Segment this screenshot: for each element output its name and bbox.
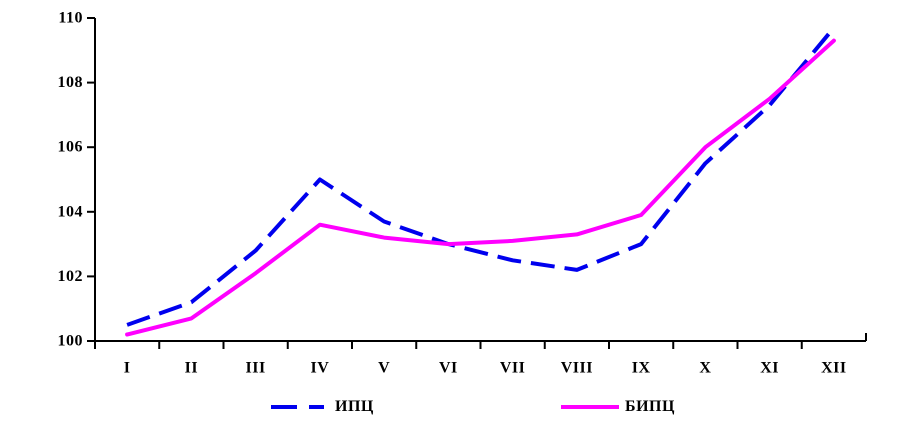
x-axis-category-label: IX <box>632 360 651 377</box>
legend-label-bipc: БИПЦ <box>625 398 675 415</box>
x-axis-category-label: V <box>378 360 390 377</box>
x-axis-category-label: XI <box>760 360 779 377</box>
x-axis-category-label: X <box>699 360 711 377</box>
y-axis-tick-label: 110 <box>58 10 83 27</box>
chart-legend: ИПЦ БИПЦ <box>0 396 919 420</box>
x-axis-category-label: VIII <box>561 360 593 377</box>
x-axis-category-label: II <box>185 360 198 377</box>
x-axis-category-label: VI <box>439 360 458 377</box>
ipc-series-line <box>126 26 836 327</box>
x-axis-category-label: IV <box>310 360 329 377</box>
x-axis-category-label: VII <box>500 360 526 377</box>
legend-label-ipc: ИПЦ <box>335 398 374 415</box>
y-axis-tick-label: 108 <box>58 74 84 91</box>
legend-item-bipc: БИПЦ <box>560 396 675 418</box>
bipc-series-line <box>125 38 836 337</box>
x-axis-category-label: XII <box>821 360 847 377</box>
ipc-dashed-line-sample <box>271 405 329 409</box>
y-axis-tick-label: 104 <box>58 203 84 220</box>
bipc-solid-line-sample <box>561 405 619 409</box>
y-axis-tick-label: 106 <box>58 139 84 156</box>
y-axis-tick-label: 100 <box>58 333 84 350</box>
y-axis-tick-label: 102 <box>58 268 84 285</box>
x-axis-category-label: I <box>124 360 131 377</box>
x-axis-category-label: III <box>246 360 266 377</box>
legend-item-ipc: ИПЦ <box>270 396 374 418</box>
